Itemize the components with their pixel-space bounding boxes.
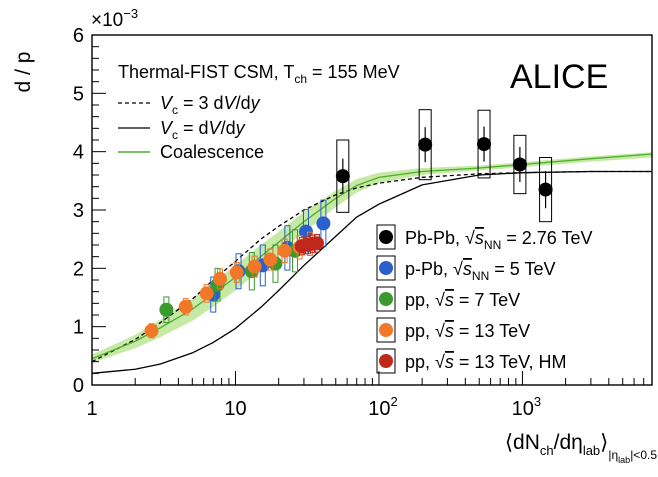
data-point xyxy=(199,286,214,301)
legend-marker xyxy=(379,261,393,275)
model-curves-layer xyxy=(91,153,653,374)
x-tick-label: 102 xyxy=(368,394,397,420)
x-label-range-cut: |<0.5 xyxy=(630,448,657,462)
coalescence-band-layer xyxy=(92,152,652,363)
legend-entry-text: p-Pb, √sNN = 5 TeV xyxy=(405,259,555,283)
y-tick-label: 5 xyxy=(73,83,84,105)
data-point xyxy=(316,216,331,231)
model-legend-entry-coalescence: Coalescence xyxy=(118,142,264,162)
data-point xyxy=(477,137,492,152)
legend-marker xyxy=(379,323,393,337)
y-multiplier-exponent: −3 xyxy=(123,6,138,21)
legend-marker-box xyxy=(376,348,396,374)
x-label-mid: /dη xyxy=(554,431,583,454)
data-point xyxy=(247,259,262,274)
legend-marker-box xyxy=(376,317,396,343)
x-tick-label: 10 xyxy=(224,398,246,420)
data-point xyxy=(178,299,193,314)
y-tick-label: 1 xyxy=(73,317,84,339)
model-header-value: = 155 MeV xyxy=(307,62,400,82)
x-label-sub-ch: ch xyxy=(540,443,554,458)
alice-logo: ALICE xyxy=(510,58,608,96)
data-point xyxy=(229,265,244,280)
legend-entry-text: pp, √s = 13 TeV, HM xyxy=(405,352,567,372)
legend-entry-text: pp, √s = 13 TeV xyxy=(405,321,530,341)
legend-entry-text: pp, √s = 7 TeV xyxy=(405,290,520,310)
y-tick-label: 3 xyxy=(73,200,84,222)
legend-marker-box xyxy=(376,286,396,312)
model-legend-entry-dashed: Vc = 3 dV/dy xyxy=(118,93,261,117)
y-tick-label: 4 xyxy=(73,142,84,164)
legend-marker-box xyxy=(376,255,396,281)
data-point xyxy=(263,252,278,267)
y-axis-multiplier: ×10−3 xyxy=(91,6,138,31)
legend-label-dashed: Vc = 3 dV/dy xyxy=(160,93,261,117)
model-header-text: Thermal-FIST CSM, T xyxy=(118,62,294,82)
model-legend-entry-solid: Vc = dV/dy xyxy=(118,118,246,142)
y-tick-label: 0 xyxy=(73,375,84,397)
legend-label-coalescence: Coalescence xyxy=(160,142,264,162)
data-point xyxy=(277,243,292,258)
x-label-close: ⟩ xyxy=(600,431,608,454)
y-tick-label: 6 xyxy=(73,25,84,47)
y-axis-label: d / p xyxy=(12,52,35,93)
model-curve xyxy=(91,170,652,374)
model-header-sub: ch xyxy=(294,72,307,86)
data-point xyxy=(309,236,324,251)
x-label-range: |η xyxy=(608,448,618,462)
x-label-main: ⟨dN xyxy=(505,431,540,454)
legend-entry-text: Pb-Pb, √sNN = 2.76 TeV xyxy=(405,228,593,252)
legend-marker xyxy=(379,354,393,368)
data-legend: Pb-Pb, √sNN = 2.76 TeV p-Pb, √sNN = 5 TeV… xyxy=(376,224,593,374)
y-multiplier-base: ×10 xyxy=(91,10,123,31)
data-point xyxy=(159,302,174,317)
model-legend-header: Thermal-FIST CSM, Tch = 155 MeV xyxy=(118,62,400,86)
legend-marker xyxy=(379,292,393,306)
x-label-range-sub: lab xyxy=(618,455,630,465)
data-point xyxy=(538,182,553,197)
data-point xyxy=(298,224,313,239)
data-point xyxy=(335,169,350,184)
data-point xyxy=(418,137,433,152)
data-points-layer xyxy=(144,109,553,339)
coalescence-band xyxy=(92,152,652,363)
legend-marker-box xyxy=(376,224,396,250)
y-tick-label: 2 xyxy=(73,258,84,280)
data-point xyxy=(144,323,159,338)
model-curve xyxy=(91,170,652,363)
x-tick-label: 1 xyxy=(86,398,97,420)
x-label-sub-lab: lab xyxy=(583,443,600,458)
data-point xyxy=(512,157,527,172)
x-tick-label: 103 xyxy=(512,394,541,420)
legend-label-solid: Vc = dV/dy xyxy=(160,118,246,142)
x-axis-label: ⟨dNch/dηlab⟩|ηlab|<0.5 xyxy=(505,431,657,465)
data-point xyxy=(212,271,227,286)
legend-marker xyxy=(379,230,393,244)
